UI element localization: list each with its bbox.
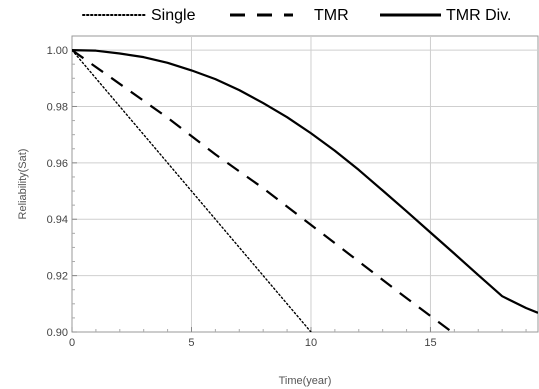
legend-label-2: TMR xyxy=(314,7,349,24)
x-tick-label: 10 xyxy=(305,337,317,349)
y-axis-title: Reliability(Sat) xyxy=(17,149,29,220)
y-tick-label: 1.00 xyxy=(47,45,68,57)
axis-ticks: 0 5 10 15 0.90 0.92 0.94 0.96 0.98 1.00 xyxy=(47,45,527,349)
plot-frame xyxy=(71,35,539,333)
legend-label-3: TMR Div. xyxy=(446,7,511,24)
series-line-2 xyxy=(72,49,453,332)
series-lines xyxy=(72,49,538,332)
series-line-1 xyxy=(72,49,312,332)
x-axis-title: Time(year) xyxy=(279,375,332,387)
y-tick-label: 0.96 xyxy=(47,158,68,170)
y-tick-label: 0.90 xyxy=(47,327,68,339)
x-tick-label: 5 xyxy=(188,337,194,349)
x-tick-label: 0 xyxy=(69,337,75,349)
y-tick-label: 0.98 xyxy=(47,101,68,113)
series-line-3 xyxy=(72,49,538,314)
grid xyxy=(72,36,538,332)
legend-label-1: Single xyxy=(151,7,196,24)
y-tick-label: 0.94 xyxy=(47,214,68,226)
legend: Single TMR TMR Div. xyxy=(82,7,511,24)
x-tick-label: 15 xyxy=(424,337,436,349)
y-tick-label: 0.92 xyxy=(47,271,68,283)
